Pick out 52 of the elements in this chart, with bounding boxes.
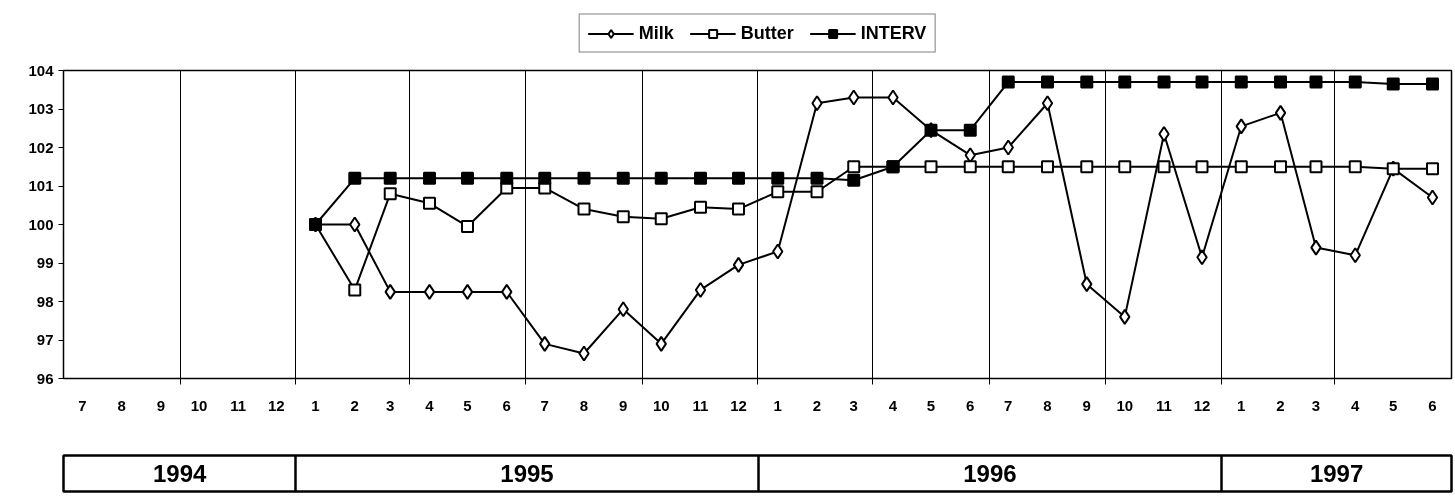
x-tick-label: 2 (350, 396, 359, 414)
x-tick-label: 5 (463, 396, 472, 414)
x-tick-label: 2 (812, 396, 822, 414)
y-tick-label: 97 (36, 331, 54, 348)
x-tick-label: 8 (117, 396, 126, 414)
x-tick-label: 1 (311, 396, 320, 414)
x-tick-label: 9 (619, 396, 628, 414)
x-tick-label: 12 (267, 396, 285, 414)
x-tick-label: 10 (190, 396, 208, 414)
x-tick-label: 3 (386, 396, 395, 414)
text: 1997 (1309, 460, 1364, 487)
x-tick-label: 4 (888, 396, 898, 414)
y-tick-label: 102 (28, 138, 54, 156)
x-tick-label: 12 (730, 396, 747, 414)
x-tick-label: 10 (1116, 396, 1134, 414)
x-tick-label: 5 (926, 396, 936, 414)
y-tick-label: 99 (36, 254, 54, 271)
text: 1994 (153, 460, 208, 487)
text: 1995 (500, 460, 554, 487)
x-tick-label: 7 (540, 396, 549, 414)
x-tick-label: 11 (1156, 396, 1172, 414)
x-tick-label: 9 (1082, 396, 1091, 414)
x-tick-label: 6 (1428, 396, 1437, 414)
y-tick-label: 96 (36, 369, 54, 387)
x-tick-label: 11 (692, 396, 709, 414)
x-tick-label: 10 (652, 396, 670, 414)
x-tick-label: 9 (156, 396, 166, 414)
y-tick-label: 98 (36, 292, 54, 310)
y-tick-label: 104 (28, 61, 55, 79)
x-tick-label: 3 (1311, 396, 1321, 414)
x-tick-label: 8 (579, 396, 589, 414)
x-tick-label: 1 (1237, 396, 1246, 414)
x-tick-label: 7 (78, 396, 87, 414)
x-tick-label: 12 (1193, 396, 1211, 414)
y-tick-label: 101 (28, 177, 54, 194)
x-tick-label: 3 (849, 396, 858, 414)
x-tick-label: 4 (425, 396, 435, 414)
x-tick-label: 4 (1351, 396, 1361, 414)
x-tick-label: 11 (230, 396, 247, 414)
legend-label: Butter (740, 22, 794, 44)
x-tick-label: 6 (966, 396, 975, 414)
x-tick-label: 8 (1043, 396, 1052, 414)
y-tick-label: 100 (28, 215, 54, 233)
legend-label: Milk (638, 22, 674, 44)
legend-label: INTERV (860, 22, 927, 44)
x-tick-label: 5 (1389, 396, 1398, 414)
text: 1996 (963, 460, 1017, 487)
x-tick-label: 2 (1276, 396, 1285, 414)
x-tick-label: 6 (502, 396, 511, 414)
y-tick-label: 103 (28, 100, 54, 117)
x-tick-label: 1 (773, 396, 782, 414)
x-tick-label: 7 (1004, 396, 1013, 414)
